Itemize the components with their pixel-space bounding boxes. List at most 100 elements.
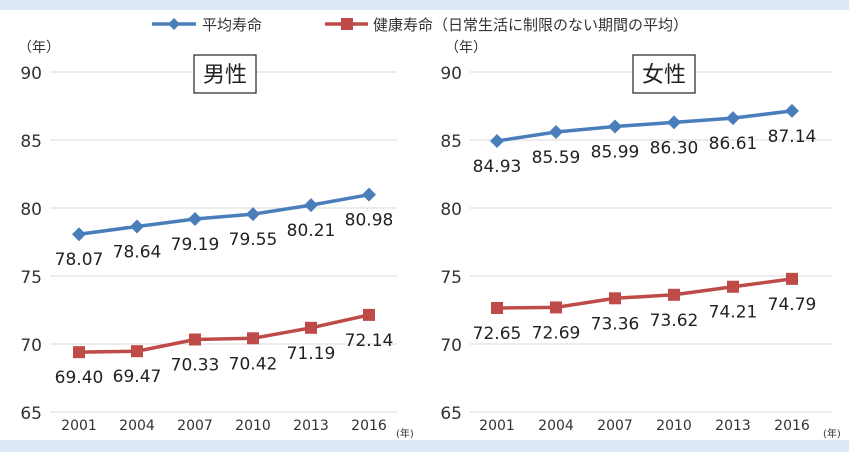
legend: 平均寿命 健康寿命（日常生活に制限のない期間の平均） bbox=[152, 16, 688, 34]
x-tick-label: 2001 bbox=[61, 418, 97, 434]
legend-label-life-expectancy: 平均寿命 bbox=[202, 16, 262, 34]
y-unit-label: （年） bbox=[18, 40, 60, 56]
chart-female: （年） 65 70 75 80 85 90 2001 2004 2007 2010 2013 201… bbox=[440, 40, 841, 440]
legend-diamond-marker bbox=[168, 18, 180, 30]
x-tick-label: 2007 bbox=[177, 418, 213, 434]
data-label: 85.59 bbox=[532, 148, 581, 168]
figure-background bbox=[0, 10, 849, 452]
data-label: 72.69 bbox=[532, 323, 581, 343]
data-point-diamond bbox=[188, 212, 202, 227]
data-label: 84.93 bbox=[473, 157, 522, 177]
chart-title: 男性 bbox=[203, 63, 247, 88]
x-unit-label: (年) bbox=[396, 427, 414, 440]
data-point-square bbox=[609, 292, 621, 305]
data-label: 72.65 bbox=[473, 324, 522, 344]
data-point-diamond bbox=[549, 124, 563, 139]
series-layer: 78.07 78.64 79.19 79.55 80.21 80.98 69.40 69.47… bbox=[55, 187, 394, 388]
data-point-diamond bbox=[667, 115, 681, 130]
data-label: 74.21 bbox=[709, 303, 758, 323]
x-tick-label: 2010 bbox=[656, 418, 692, 434]
data-point-diamond bbox=[130, 219, 144, 234]
data-label: 79.55 bbox=[229, 230, 278, 250]
legend-item-life-expectancy: 平均寿命 bbox=[152, 16, 262, 34]
chart-title: 女性 bbox=[642, 63, 686, 88]
legend-label-healthy-life-expectancy: 健康寿命（日常生活に制限のない期間の平均） bbox=[373, 16, 688, 34]
data-point-square bbox=[550, 301, 562, 314]
x-tick-label: 2016 bbox=[351, 418, 387, 434]
y-tick-label: 85 bbox=[440, 132, 462, 152]
data-point-square bbox=[668, 288, 680, 301]
data-label: 69.47 bbox=[113, 367, 162, 387]
data-point-diamond bbox=[785, 103, 799, 118]
y-axis-ticks: 65 70 75 80 85 90 bbox=[20, 64, 42, 424]
data-point-diamond bbox=[608, 119, 622, 134]
life-expectancy-line bbox=[78, 192, 370, 236]
y-tick-label: 65 bbox=[20, 404, 42, 424]
data-point-square bbox=[131, 345, 143, 358]
data-point-square bbox=[363, 308, 375, 321]
data-label: 80.21 bbox=[287, 221, 336, 241]
data-point-diamond bbox=[72, 227, 86, 242]
data-point-square bbox=[491, 301, 503, 314]
y-tick-label: 90 bbox=[440, 64, 462, 84]
data-label: 71.19 bbox=[287, 344, 336, 364]
legend-item-healthy-life-expectancy: 健康寿命（日常生活に制限のない期間の平均） bbox=[325, 16, 688, 34]
data-label: 86.30 bbox=[650, 138, 699, 158]
chart-title-box: 女性 bbox=[632, 54, 696, 94]
healthy-life-expectancy-line bbox=[78, 313, 370, 354]
data-label: 70.33 bbox=[171, 356, 220, 376]
data-label: 73.62 bbox=[650, 311, 699, 331]
y-tick-label: 70 bbox=[440, 336, 462, 356]
data-point-diamond bbox=[362, 187, 376, 202]
data-point-square bbox=[305, 321, 317, 334]
x-tick-label: 2016 bbox=[774, 418, 810, 434]
data-point-square bbox=[786, 272, 798, 285]
data-point-square bbox=[727, 280, 739, 293]
y-tick-label: 75 bbox=[440, 268, 462, 288]
y-tick-label: 70 bbox=[20, 336, 42, 356]
x-tick-label: 2004 bbox=[119, 418, 155, 434]
x-tick-label: 2013 bbox=[715, 418, 751, 434]
chart-male: （年） 65 70 75 80 85 90 2001 2004 2007 2010 2013 201… bbox=[18, 40, 414, 440]
x-tick-label: 2010 bbox=[235, 418, 271, 434]
data-point-diamond bbox=[246, 207, 260, 222]
y-tick-label: 85 bbox=[20, 132, 42, 152]
x-axis-ticks: 2001 2004 2007 2010 2013 2016 bbox=[479, 418, 810, 434]
y-tick-label: 80 bbox=[440, 200, 462, 220]
data-label: 70.42 bbox=[229, 354, 278, 374]
y-tick-label: 80 bbox=[20, 200, 42, 220]
life-expectancy-line bbox=[496, 109, 793, 143]
y-tick-label: 75 bbox=[20, 268, 42, 288]
y-tick-label: 65 bbox=[440, 404, 462, 424]
y-axis-ticks: 65 70 75 80 85 90 bbox=[440, 64, 462, 424]
y-unit-label: （年） bbox=[445, 40, 487, 56]
title-frame bbox=[193, 54, 257, 94]
chart-title-box: 男性 bbox=[193, 54, 257, 94]
data-point-diamond bbox=[304, 198, 318, 213]
data-label: 79.19 bbox=[171, 235, 220, 255]
title-frame bbox=[632, 54, 696, 94]
data-point-diamond bbox=[726, 111, 740, 126]
data-point-square bbox=[189, 333, 201, 346]
data-label: 73.36 bbox=[591, 314, 640, 334]
data-label: 69.40 bbox=[55, 368, 104, 388]
x-tick-label: 2007 bbox=[597, 418, 633, 434]
x-tick-label: 2001 bbox=[479, 418, 515, 434]
data-point-diamond bbox=[490, 133, 504, 148]
figure-bottom-band bbox=[0, 440, 849, 452]
data-label: 72.14 bbox=[345, 331, 394, 351]
data-label: 78.07 bbox=[55, 250, 104, 270]
data-point-square bbox=[73, 346, 85, 359]
legend-square-marker bbox=[341, 18, 353, 30]
y-tick-label: 90 bbox=[20, 64, 42, 84]
data-label: 74.79 bbox=[768, 295, 817, 315]
data-label: 85.99 bbox=[591, 143, 640, 163]
x-unit-label: (年) bbox=[823, 427, 841, 440]
gridlines bbox=[50, 71, 397, 413]
gridlines bbox=[470, 71, 832, 413]
x-axis-ticks: 2001 2004 2007 2010 2013 2016 bbox=[61, 418, 387, 434]
data-point-square bbox=[247, 332, 259, 345]
x-tick-label: 2013 bbox=[293, 418, 329, 434]
data-label: 80.98 bbox=[345, 211, 394, 231]
x-tick-label: 2004 bbox=[538, 418, 574, 434]
